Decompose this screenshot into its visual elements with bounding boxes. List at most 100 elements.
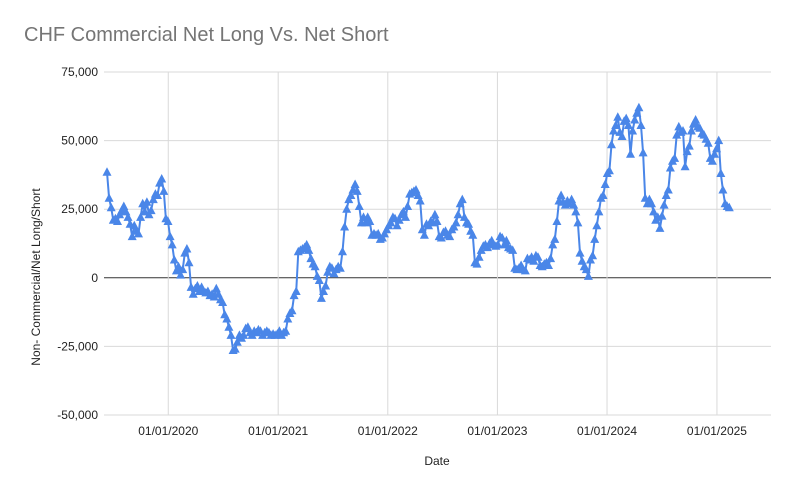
y-tick-label: 50,000 — [61, 134, 98, 148]
data-point — [552, 216, 562, 225]
data-point — [352, 186, 362, 195]
data-point — [672, 130, 682, 139]
y-tick-label: 75,000 — [61, 65, 98, 79]
x-tick-label: 01/01/2021 — [248, 424, 308, 438]
data-point — [520, 265, 530, 275]
data-point — [169, 255, 179, 264]
data-point — [718, 185, 728, 194]
data-point — [314, 275, 324, 284]
y-axis-title: Non- Commercial/Net Long/Short — [29, 188, 43, 366]
data-point — [304, 245, 314, 254]
grid — [104, 71, 771, 416]
data-point — [590, 234, 600, 243]
data-point — [342, 204, 352, 213]
data-point — [577, 256, 587, 265]
x-axis-ticks: 01/01/2020 01/01/2021 01/01/2022 01/01/2023… — [138, 424, 747, 438]
data-point — [548, 239, 558, 249]
data-point — [127, 231, 137, 241]
data-point — [691, 115, 701, 124]
data-point — [146, 205, 156, 215]
data-point — [346, 190, 356, 199]
data-point — [157, 174, 167, 183]
data-point — [613, 112, 623, 121]
data-point — [630, 115, 640, 124]
data-point — [188, 289, 198, 298]
data-point — [657, 211, 667, 220]
data-point — [226, 330, 236, 339]
data-point — [218, 297, 228, 306]
data-point — [119, 201, 129, 210]
data-point — [678, 126, 688, 135]
y-tick-label: -25,000 — [57, 339, 98, 353]
data-point — [636, 120, 646, 129]
x-tick-label: 01/01/2024 — [577, 424, 637, 438]
data-point — [211, 283, 221, 293]
data-series — [102, 102, 734, 354]
data-point — [497, 233, 507, 242]
data-point — [167, 239, 177, 249]
data-point — [287, 305, 297, 315]
data-point — [283, 314, 293, 323]
data-point — [649, 206, 659, 216]
data-point — [316, 293, 326, 302]
data-point — [354, 201, 364, 210]
data-point — [634, 102, 644, 112]
data-point — [501, 235, 511, 245]
data-point — [445, 231, 455, 241]
data-point — [394, 215, 404, 224]
data-point — [182, 244, 192, 253]
data-point — [569, 200, 579, 209]
data-point — [291, 286, 301, 295]
data-point — [573, 217, 583, 227]
data-point — [113, 216, 122, 225]
data-point — [661, 190, 671, 199]
data-point — [581, 264, 591, 274]
chart-title: CHF Commercial Net Long Vs. Net Short — [24, 24, 389, 46]
data-point — [222, 314, 232, 323]
data-point — [611, 120, 621, 129]
data-point — [102, 167, 112, 176]
data-point — [533, 252, 543, 261]
data-point — [607, 139, 616, 149]
data-point — [632, 108, 642, 117]
data-point — [594, 206, 604, 216]
x-tick-label: 01/01/2025 — [687, 424, 747, 438]
data-point — [142, 197, 152, 206]
data-point — [682, 146, 692, 156]
data-point — [302, 239, 312, 249]
data-point — [419, 230, 429, 239]
data-point — [556, 190, 566, 199]
data-point — [609, 126, 619, 135]
data-point — [714, 135, 724, 145]
y-axis-ticks: 75,000 50,000 25,000 0 -25,000 -50,000 — [57, 65, 98, 422]
data-point — [575, 248, 585, 257]
data-point — [106, 202, 116, 212]
data-point — [684, 141, 694, 150]
data-point — [464, 219, 474, 228]
data-point — [592, 220, 602, 230]
x-tick-label: 01/01/2022 — [358, 424, 418, 438]
data-point — [659, 200, 669, 209]
data-point — [550, 234, 560, 243]
data-point — [319, 286, 328, 295]
data-point — [453, 209, 463, 219]
data-point — [134, 228, 143, 238]
data-point — [663, 185, 673, 194]
data-point — [153, 190, 162, 199]
data-point — [350, 179, 360, 188]
data-point — [224, 322, 234, 331]
x-tick-label: 01/01/2020 — [138, 424, 198, 438]
data-point — [335, 263, 345, 272]
data-point — [176, 270, 186, 279]
data-point — [472, 259, 482, 268]
data-point — [178, 264, 188, 274]
data-point — [703, 138, 713, 147]
data-point — [626, 149, 635, 158]
data-point — [123, 212, 133, 221]
data-point — [340, 222, 350, 231]
data-point — [638, 147, 648, 157]
data-point — [430, 209, 440, 219]
data-point — [598, 190, 608, 199]
data-point — [686, 126, 696, 135]
data-point — [546, 253, 556, 263]
